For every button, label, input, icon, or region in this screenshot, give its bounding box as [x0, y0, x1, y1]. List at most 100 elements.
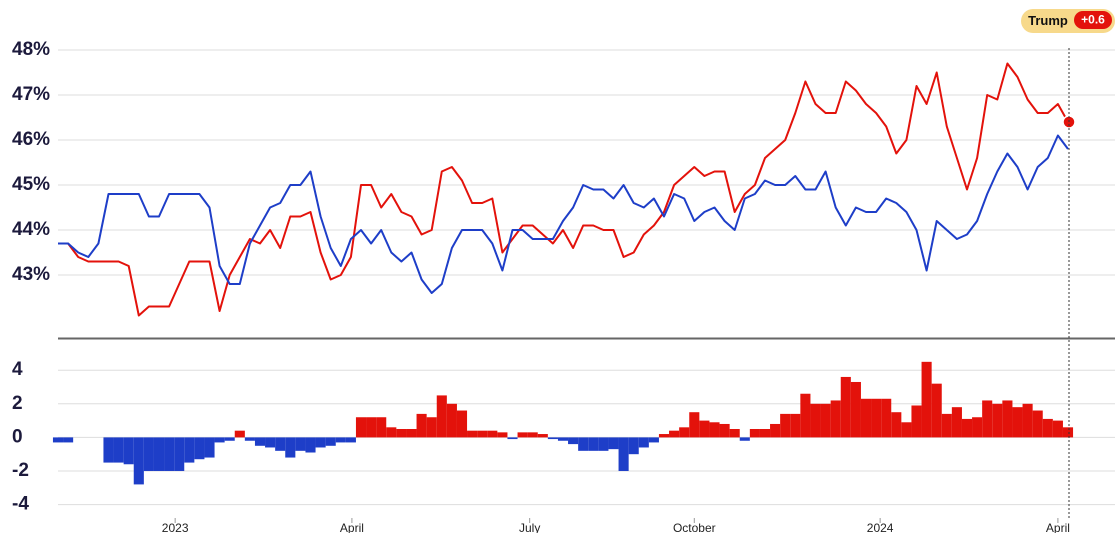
margin-bar [891, 412, 902, 438]
y-tick-label: 45% [12, 174, 50, 195]
margin-bar [295, 437, 306, 451]
margin-bar [911, 405, 922, 438]
margin-bar [143, 437, 154, 471]
margin-bar [497, 432, 508, 438]
margin-bar [305, 437, 316, 453]
margin-bar [52, 437, 64, 443]
margin-bar [921, 361, 932, 438]
margin-bar [689, 412, 700, 438]
margin-bar [467, 430, 478, 438]
plot-layer: 48%47%46%45%44%43%2023 April July October 20… [12, 39, 1115, 533]
margin-bar [133, 437, 144, 485]
margin-bar [174, 437, 185, 471]
series-line [58, 134, 1069, 294]
margin-bar [456, 410, 468, 438]
x-tick-label: April [1046, 521, 1070, 533]
margin-bar [345, 437, 356, 443]
margin-bar [770, 423, 781, 438]
margin-bar [800, 393, 811, 438]
margin-bar [396, 429, 407, 438]
margin-bar [335, 437, 346, 443]
margin-bar [446, 403, 457, 438]
badge-label: Trump [1028, 13, 1068, 28]
margin-bar [1052, 420, 1063, 438]
x-tick-label: April [340, 521, 364, 533]
y-tick-label: -4 [12, 494, 29, 515]
margin-bar [840, 376, 851, 438]
margin-bar [103, 437, 114, 463]
margin-bar [860, 398, 872, 438]
margin-bar [406, 429, 417, 438]
margin-bar [517, 432, 528, 438]
badge-value-background [1074, 11, 1112, 29]
y-tick-label: 2 [12, 393, 23, 414]
margin-bar [739, 437, 750, 441]
margin-bar [1022, 403, 1033, 438]
margin-bar [1032, 410, 1043, 438]
margin-bar [325, 437, 336, 446]
badge: Trump +0.6 [1021, 9, 1115, 33]
margin-bar [204, 437, 215, 458]
margin-bar [214, 437, 225, 443]
margin-bar [982, 400, 993, 438]
margin-bar [234, 430, 245, 438]
margin-bar [992, 403, 1003, 438]
y-tick-label: 44% [12, 219, 50, 240]
margin-bar [355, 417, 367, 438]
y-tick-label: 46% [12, 129, 50, 150]
margin-bar [386, 427, 397, 438]
margin-bar [850, 381, 861, 438]
margin-bar [436, 395, 447, 438]
margin-bar [628, 437, 639, 455]
margin-bar [275, 437, 286, 451]
margin-bar [184, 437, 195, 463]
margin-bar [941, 413, 952, 438]
margin-bar [669, 430, 680, 438]
margin-bar [709, 422, 720, 438]
margin-bar [164, 437, 175, 471]
margin-bar [699, 420, 710, 438]
y-tick-label: 0 [12, 426, 23, 447]
margin-bar [477, 430, 488, 438]
margin-bar [194, 437, 205, 460]
margin-bar [780, 413, 791, 438]
margin-bar [578, 437, 589, 451]
margin-bar [1002, 400, 1013, 438]
x-tick-label: 2024 [867, 521, 894, 533]
margin-bar [790, 413, 801, 438]
margin-bar [638, 437, 649, 448]
y-tick-label: 48% [12, 39, 50, 60]
margin-bar [366, 417, 377, 438]
margin-bar [871, 398, 882, 438]
margin-bar [244, 437, 255, 441]
margin-bar [537, 434, 548, 438]
margin-bar [588, 437, 599, 451]
margin-bar [265, 437, 276, 448]
margin-bar [426, 417, 437, 438]
margin-bar [63, 437, 74, 443]
y-tick-label: -2 [12, 460, 29, 481]
margin-bar [487, 430, 498, 438]
margin-bar [547, 437, 558, 440]
margin-bar [972, 417, 983, 438]
margin-bar [961, 418, 973, 438]
badge-value: +0.6 [1081, 13, 1105, 27]
margin-bar [598, 437, 609, 451]
x-tick-label: October [673, 521, 716, 533]
margin-bar [416, 413, 427, 438]
margin-bar [1062, 427, 1074, 438]
x-tick-label: July [519, 521, 540, 533]
margin-bar [376, 417, 387, 438]
margin-bar [881, 398, 892, 438]
margin-bar [648, 437, 659, 443]
margin-bar [759, 429, 771, 438]
margin-bar [254, 437, 266, 446]
margin-bar [810, 403, 821, 438]
margin-bar [931, 383, 942, 438]
margin-bar [901, 422, 912, 438]
margin-bar [557, 437, 569, 441]
margin-bar [618, 437, 629, 471]
x-tick-label: 2023 [162, 521, 189, 533]
margin-bar [658, 434, 670, 438]
